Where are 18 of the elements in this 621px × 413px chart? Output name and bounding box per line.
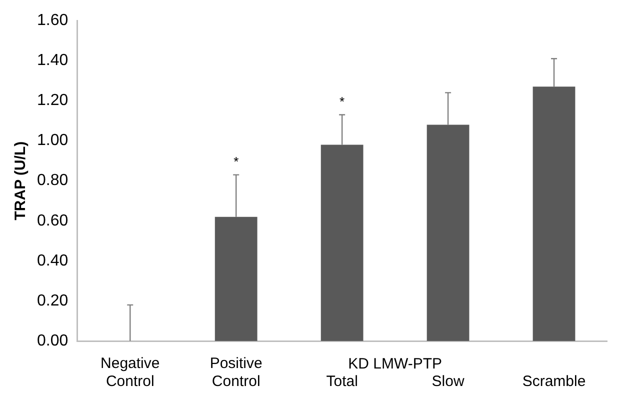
annotation: * — [340, 94, 345, 109]
y-tick-label: 1.20 — [37, 92, 68, 110]
y-tick-label: 0.80 — [37, 172, 68, 190]
y-tick-label: 1.40 — [37, 52, 68, 70]
x-tick-label: Negative Control — [100, 355, 160, 390]
annotation: * — [234, 154, 239, 169]
y-tick-label: 0.00 — [37, 332, 68, 350]
y-tick-label: 1.00 — [37, 132, 68, 150]
y-tick-label: 0.20 — [37, 292, 68, 310]
y-tick-label: 0.40 — [37, 252, 68, 270]
x-tick-label: Total — [326, 373, 358, 390]
x-tick-label: Scramble — [522, 373, 586, 390]
y-tick-label: 0.60 — [37, 212, 68, 230]
x-tick-label: Slow — [432, 373, 464, 390]
text: KD LMW-PTP — [348, 356, 442, 373]
y-axis-title: TRAP (U/L) — [12, 141, 30, 220]
y-tick-label: 1.60 — [37, 12, 68, 30]
x-tick-label: Positive Control — [210, 355, 262, 390]
